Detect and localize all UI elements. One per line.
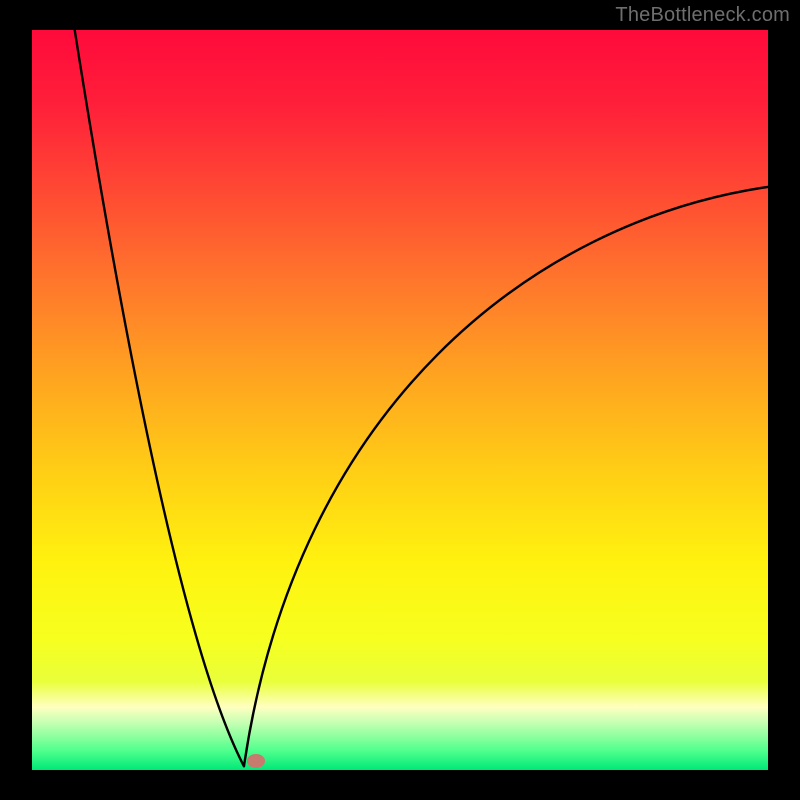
plot-area [32, 30, 768, 770]
watermark-text: TheBottleneck.com [615, 4, 790, 27]
chart-container: TheBottleneck.com [0, 0, 800, 800]
minimum-marker [247, 754, 265, 768]
gradient-background [32, 30, 768, 770]
